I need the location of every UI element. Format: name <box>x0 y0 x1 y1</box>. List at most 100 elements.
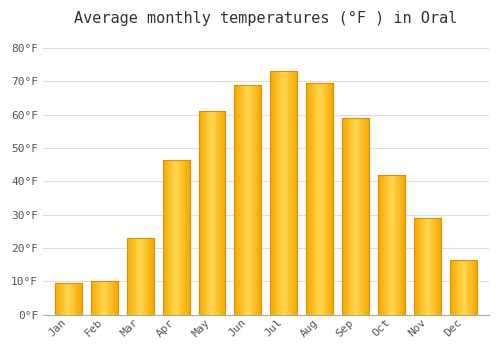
Bar <box>342 118 343 315</box>
Bar <box>389 175 390 315</box>
Bar <box>176 160 177 315</box>
Bar <box>164 160 165 315</box>
Bar <box>283 71 284 315</box>
Bar <box>416 218 417 315</box>
Bar <box>237 85 238 315</box>
Bar <box>201 111 202 315</box>
Bar <box>59 283 60 315</box>
Bar <box>239 85 240 315</box>
Bar <box>116 281 117 315</box>
Bar <box>114 281 115 315</box>
Bar <box>165 160 166 315</box>
Bar <box>212 111 213 315</box>
Bar <box>358 118 360 315</box>
Bar <box>328 83 329 315</box>
Bar <box>384 175 386 315</box>
Bar <box>146 238 148 315</box>
Bar <box>177 160 178 315</box>
Bar <box>470 260 471 315</box>
Bar <box>452 260 453 315</box>
Bar <box>98 281 100 315</box>
Bar <box>128 238 130 315</box>
Bar <box>60 283 61 315</box>
Bar <box>392 175 394 315</box>
Bar <box>178 160 180 315</box>
Bar <box>355 118 356 315</box>
Bar <box>435 218 436 315</box>
Bar <box>95 281 96 315</box>
Bar <box>453 260 454 315</box>
Bar <box>198 111 200 315</box>
Bar <box>152 238 154 315</box>
Bar <box>383 175 384 315</box>
Bar <box>438 218 440 315</box>
Bar <box>354 118 355 315</box>
Bar <box>272 71 273 315</box>
Bar <box>246 85 247 315</box>
Bar <box>149 238 150 315</box>
Bar <box>391 175 392 315</box>
Bar <box>107 281 108 315</box>
Bar <box>422 218 424 315</box>
Bar <box>77 283 78 315</box>
Bar <box>204 111 205 315</box>
Bar <box>140 238 141 315</box>
Bar <box>200 111 201 315</box>
Bar <box>79 283 80 315</box>
Bar <box>440 218 441 315</box>
Bar <box>368 118 370 315</box>
Bar <box>166 160 167 315</box>
Bar <box>381 175 382 315</box>
Bar <box>400 175 401 315</box>
Bar <box>141 238 142 315</box>
Bar <box>202 111 203 315</box>
Bar <box>62 283 63 315</box>
Bar <box>348 118 350 315</box>
Bar <box>458 260 459 315</box>
Bar <box>382 175 383 315</box>
Bar <box>248 85 249 315</box>
Bar <box>324 83 326 315</box>
Bar <box>454 260 456 315</box>
Bar <box>322 83 324 315</box>
Bar <box>433 218 434 315</box>
Bar <box>432 218 433 315</box>
Bar <box>417 218 418 315</box>
Bar <box>216 111 218 315</box>
Bar <box>425 218 426 315</box>
Bar <box>96 281 97 315</box>
Bar <box>142 238 143 315</box>
Bar <box>472 260 474 315</box>
Bar <box>108 281 110 315</box>
Bar <box>365 118 366 315</box>
Bar <box>360 118 361 315</box>
Bar <box>466 260 468 315</box>
Bar <box>476 260 477 315</box>
Bar <box>275 71 276 315</box>
Bar <box>462 260 463 315</box>
Bar <box>180 160 182 315</box>
Bar <box>250 85 252 315</box>
Bar <box>187 160 188 315</box>
Bar <box>314 83 316 315</box>
Bar <box>210 111 211 315</box>
Bar <box>126 238 128 315</box>
Bar <box>361 118 362 315</box>
Bar <box>112 281 113 315</box>
Bar <box>308 83 309 315</box>
Bar <box>278 71 280 315</box>
Bar <box>332 83 334 315</box>
Bar <box>312 83 314 315</box>
Bar <box>58 283 59 315</box>
Bar <box>286 71 288 315</box>
Bar <box>460 260 461 315</box>
Bar <box>221 111 222 315</box>
Bar <box>254 85 255 315</box>
Bar <box>362 118 363 315</box>
Bar <box>309 83 310 315</box>
Bar <box>390 175 391 315</box>
Bar <box>134 238 136 315</box>
Bar <box>63 283 64 315</box>
Bar <box>310 83 311 315</box>
Bar <box>386 175 388 315</box>
